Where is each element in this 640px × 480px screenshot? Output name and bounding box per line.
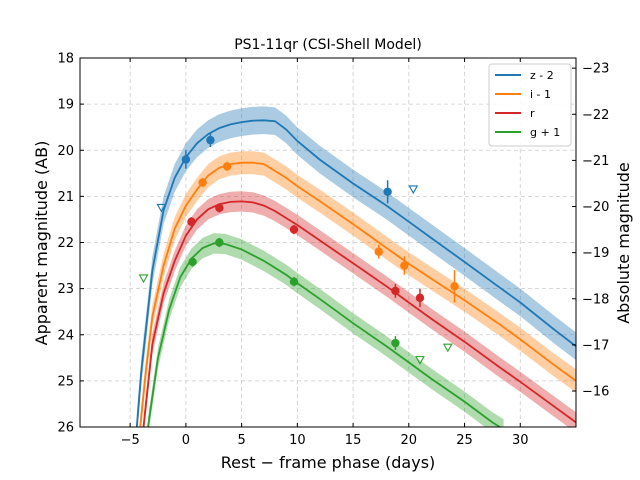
model-band-0 bbox=[136, 106, 576, 427]
y-right-tick-label: −17 bbox=[582, 338, 609, 353]
data-point bbox=[450, 282, 459, 291]
data-point bbox=[374, 247, 383, 256]
data-point bbox=[289, 225, 299, 234]
x-tick-label: 0 bbox=[182, 433, 190, 448]
y-tick-label: 19 bbox=[57, 98, 74, 113]
data-point bbox=[383, 187, 392, 196]
x-tick-label: 10 bbox=[289, 433, 306, 448]
x-tick-label: 5 bbox=[237, 433, 245, 448]
upper-limit-marker bbox=[156, 203, 167, 213]
y-axis-label: Apparent magnitude (AB) bbox=[32, 141, 51, 346]
model-line-0 bbox=[135, 119, 576, 427]
x-tick-label: 15 bbox=[345, 433, 362, 448]
upper-limit-marker bbox=[138, 274, 149, 284]
data-point bbox=[391, 286, 400, 296]
y-right-tick-label: −18 bbox=[582, 292, 609, 307]
legend-label: z - 2 bbox=[530, 69, 554, 82]
model-line-1 bbox=[139, 161, 576, 427]
data-point bbox=[222, 162, 232, 171]
data-point bbox=[215, 203, 224, 213]
model-line-3 bbox=[147, 242, 502, 427]
data-point bbox=[400, 261, 409, 270]
legend-label: r bbox=[530, 107, 535, 120]
x-axis-label: Rest − frame phase (days) bbox=[221, 453, 436, 472]
y-tick-label: 18 bbox=[57, 52, 74, 67]
model-bands bbox=[136, 106, 576, 427]
x-tick-label: 25 bbox=[456, 433, 473, 448]
model-line-2 bbox=[142, 200, 576, 427]
chart-title: PS1-11qr (CSI-Shell Model) bbox=[234, 37, 422, 53]
y-right-tick-label: −23 bbox=[582, 62, 609, 77]
y-tick-label: 25 bbox=[57, 374, 74, 389]
x-tick-label: −5 bbox=[121, 433, 140, 448]
upper-limit-marker bbox=[415, 356, 425, 365]
data-point bbox=[215, 238, 224, 247]
legend-label: i - 1 bbox=[530, 88, 551, 101]
y-axis-ticks: 18 19 20 21 22 23 24 25 26 bbox=[57, 52, 84, 436]
upper-limit-marker bbox=[408, 185, 419, 195]
x-axis-ticks: −5 0 5 10 15 20 25 30 bbox=[121, 58, 529, 448]
model-lines bbox=[135, 119, 576, 427]
x-tick-label: 30 bbox=[512, 433, 529, 448]
model-band-3 bbox=[148, 233, 504, 427]
y-tick-label: 21 bbox=[57, 190, 74, 205]
y-right-tick-label: −16 bbox=[582, 385, 609, 400]
y-right-axis-label: Absolute magnitude bbox=[614, 162, 633, 324]
y-tick-label: 26 bbox=[57, 421, 74, 436]
data-point bbox=[206, 135, 215, 145]
data-point bbox=[415, 293, 425, 303]
data-points bbox=[138, 133, 459, 365]
y-right-tick-label: −22 bbox=[582, 108, 609, 123]
y-tick-label: 23 bbox=[57, 282, 74, 297]
data-point bbox=[198, 178, 207, 187]
y-tick-label: 20 bbox=[57, 144, 74, 159]
legend-label: g + 1 bbox=[530, 126, 560, 139]
y-right-tick-label: −19 bbox=[582, 246, 609, 261]
legend-box bbox=[488, 63, 572, 147]
y-right-tick-label: −21 bbox=[582, 154, 609, 169]
data-point bbox=[289, 277, 299, 286]
upper-limit-marker bbox=[442, 343, 453, 353]
x-tick-label: 20 bbox=[401, 433, 418, 448]
y-right-tick-label: −20 bbox=[582, 200, 609, 215]
data-point bbox=[181, 155, 191, 164]
legend: z - 2 i - 1 r g + 1 bbox=[488, 63, 572, 147]
y-tick-label: 22 bbox=[57, 236, 74, 251]
data-point bbox=[187, 217, 196, 226]
y-right-axis-ticks: −16 −17 −18 −19 −20 −21 −22 −23 bbox=[572, 62, 609, 400]
y-tick-label: 24 bbox=[57, 328, 74, 343]
data-point bbox=[188, 257, 197, 267]
data-point bbox=[391, 338, 400, 348]
